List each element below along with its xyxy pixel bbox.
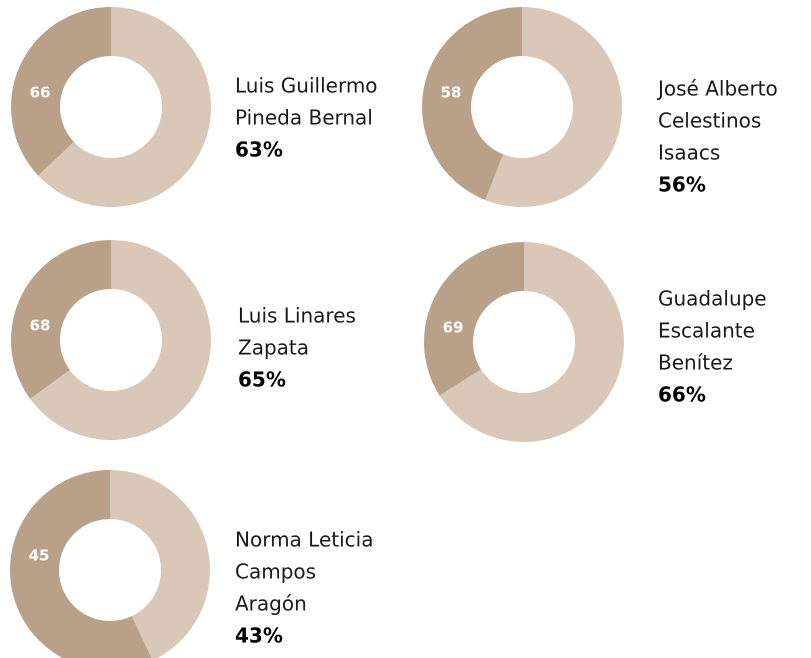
person-name: Zapata bbox=[238, 336, 309, 360]
count-label: 58 bbox=[441, 84, 462, 102]
person-name: Escalante bbox=[658, 319, 755, 343]
donut-segment bbox=[110, 470, 210, 658]
percent-label: 66% bbox=[658, 383, 706, 407]
person-name: Luis Guillermo bbox=[235, 74, 378, 98]
donut-remainder bbox=[11, 7, 112, 176]
count-label: 66 bbox=[30, 84, 51, 102]
count-label: 68 bbox=[30, 317, 51, 335]
person-name: Isaacs bbox=[658, 141, 720, 165]
percent-label: 65% bbox=[238, 368, 286, 392]
donut-remainder bbox=[421, 6, 522, 200]
count-label: 45 bbox=[29, 547, 50, 565]
count-label: 69 bbox=[443, 319, 464, 337]
person-name: Campos bbox=[235, 560, 316, 584]
donut-segment bbox=[439, 242, 624, 443]
person-name: Benítez bbox=[658, 351, 733, 375]
person-name: Norma Leticia bbox=[235, 528, 373, 552]
person-name: Guadalupe bbox=[658, 287, 767, 311]
percent-label: 63% bbox=[235, 138, 283, 162]
donut-remainder bbox=[10, 470, 152, 658]
donut-segment bbox=[30, 240, 211, 440]
person-name: Celestinos bbox=[658, 109, 761, 133]
donut-segment bbox=[38, 7, 212, 207]
person-name: José Alberto bbox=[656, 77, 778, 101]
donut-remainder bbox=[10, 240, 112, 399]
donut-segment bbox=[485, 7, 622, 208]
person-name: Luis Linares bbox=[238, 304, 356, 328]
person-name: Aragón bbox=[235, 592, 307, 616]
percent-label: 43% bbox=[235, 624, 283, 648]
person-name: Pineda Bernal bbox=[235, 106, 373, 130]
percent-label: 56% bbox=[658, 173, 706, 197]
donut-remainder bbox=[423, 242, 524, 396]
